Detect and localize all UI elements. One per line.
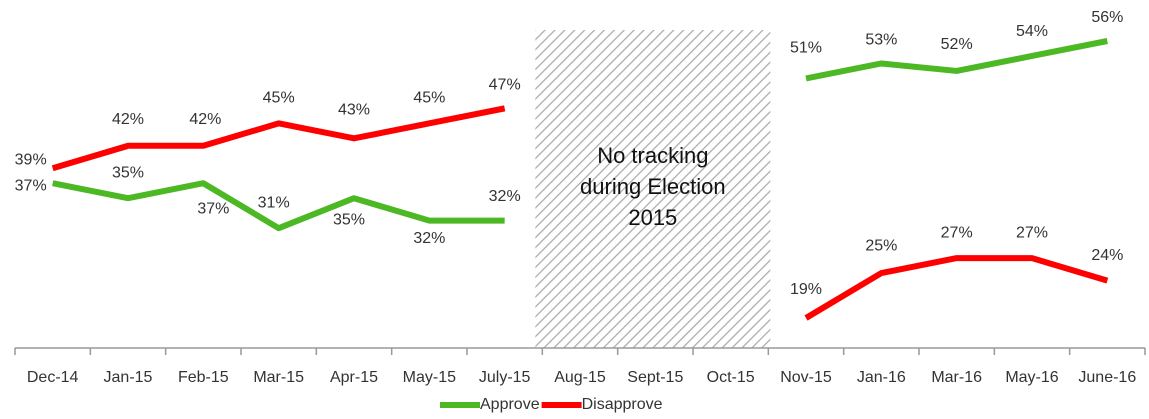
annotation: during Election [580,174,726,199]
data-label: 37% [15,177,47,194]
data-label: 24% [1091,247,1123,264]
data-label: 42% [112,111,144,128]
data-label: 56% [1091,9,1123,26]
x-tick-label: June-16 [1078,369,1136,386]
x-tick-label: Dec-14 [27,369,79,386]
x-tick-label: May-16 [1005,369,1058,386]
data-label: 52% [941,36,973,53]
data-label: 43% [338,102,370,119]
data-label: 47% [489,77,521,94]
data-label: 51% [790,40,822,57]
x-tick-label: Aug-15 [554,369,606,386]
data-label: 32% [489,188,521,205]
x-tick-label: May-15 [403,369,456,386]
legend-label: Disapprove [582,396,663,413]
x-tick-label: Oct-15 [707,369,755,386]
data-label: 25% [865,237,897,254]
data-label: 31% [258,194,290,211]
data-label: 35% [112,164,144,181]
x-tick-label: July-15 [479,369,531,386]
data-label: 42% [189,111,221,128]
x-tick-label: Nov-15 [780,369,832,386]
data-label: 27% [1016,224,1048,241]
data-label: 45% [413,90,445,107]
data-label: 27% [941,224,973,241]
x-tick-label: Mar-15 [253,369,304,386]
data-label: 35% [333,211,365,228]
x-tick-label: Mar-16 [931,369,982,386]
data-label: 45% [263,90,295,107]
series-line [52,38,1108,232]
data-label: 19% [790,281,822,298]
data-label: 32% [413,230,445,247]
x-tick-label: Sept-15 [627,369,683,386]
annotation: No tracking [597,143,708,168]
data-label: 53% [865,32,897,49]
x-tick-label: Apr-15 [330,369,378,386]
legend-label: Approve [480,396,540,413]
data-label: 37% [197,200,229,217]
x-tick-label: Jan-15 [104,369,153,386]
x-tick-label: Feb-15 [178,369,229,386]
x-tick-label: Jan-16 [857,369,906,386]
series-line [51,105,1109,321]
data-label: 39% [15,151,47,168]
no-tracking-box [535,30,771,348]
data-label: 54% [1016,23,1048,40]
annotation: 2015 [628,205,677,230]
